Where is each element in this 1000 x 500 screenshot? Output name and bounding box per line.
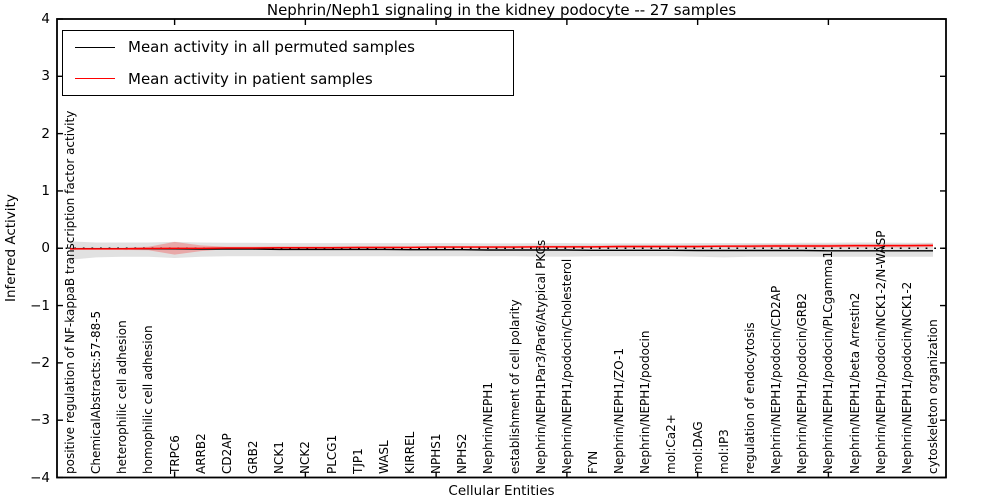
x-category-label: cytoskeleton organization bbox=[926, 319, 940, 474]
legend-entry-patient: Mean activity in patient samples bbox=[63, 64, 513, 94]
patient-range-band bbox=[70, 241, 933, 255]
x-category-label: Nephrin/NEPH1/podocin/NCK1-2 bbox=[899, 281, 914, 474]
x-category-label: Nephrin/NEPH1/ZO-1 bbox=[612, 348, 627, 474]
x-axis-label: Cellular Entities bbox=[448, 483, 555, 499]
legend-entry-permuted: Mean activity in all permuted samples bbox=[63, 32, 513, 62]
x-category-label: mol:Ca2+ bbox=[664, 414, 679, 474]
x-category-label: Nephrin/NEPH1/podocin bbox=[638, 330, 653, 474]
y-tick-label: −3 bbox=[30, 412, 50, 429]
x-category-label: PLCG1 bbox=[324, 434, 339, 474]
y-tick-label: 4 bbox=[41, 11, 50, 27]
legend-label-permuted: Mean activity in all permuted samples bbox=[128, 38, 415, 57]
x-category-label: CD2AP bbox=[219, 433, 234, 474]
x-category-label: TRPC6 bbox=[167, 435, 182, 474]
x-category-label: positive regulation of NF-kappaB transcr… bbox=[63, 110, 77, 474]
permuted-mean-line bbox=[70, 248, 933, 252]
y-tick-label: 1 bbox=[41, 182, 50, 199]
y-tick-label: −4 bbox=[30, 469, 50, 486]
x-category-label: FYN bbox=[586, 450, 601, 474]
y-tick-label: 0 bbox=[41, 240, 50, 257]
x-category-label: Nephrin/NEPH1/podocin/GRB2 bbox=[795, 293, 810, 474]
x-category-label: GRB2 bbox=[246, 440, 261, 474]
y-tick-label: −2 bbox=[30, 354, 50, 371]
x-category-label: Nephrin/NEPH1/podocin/NCK1-2/N-WASP bbox=[873, 230, 888, 474]
x-category-label: Nephrin/NEPH1/podocin/PLCgamma1 bbox=[821, 250, 836, 474]
x-category-label: WASL bbox=[376, 440, 391, 474]
y-tick-label: 2 bbox=[41, 125, 50, 142]
x-category-label: regulation of endocytosis bbox=[742, 322, 757, 474]
patient-mean-line bbox=[70, 244, 934, 250]
x-category-label: Nephrin/NEPH1/podocin/Cholesterol bbox=[559, 258, 574, 474]
x-category-label: Nephrin/NEPH1/beta Arrestin2 bbox=[847, 292, 862, 474]
x-category-label: ChemicalAbstracts:57-88-5 bbox=[89, 310, 104, 474]
chart-title: Nephrin/Neph1 signaling in the kidney po… bbox=[266, 1, 737, 19]
x-category-label: NPHS2 bbox=[455, 433, 470, 475]
x-category-label: homophilic cell adhesion bbox=[141, 325, 156, 474]
x-category-label: NPHS1 bbox=[429, 433, 444, 475]
x-category-label: KIRREL bbox=[402, 431, 417, 474]
x-category-label: TJP1 bbox=[350, 448, 365, 474]
x-category-label: NCK2 bbox=[298, 441, 313, 474]
x-category-label: Nephrin/NEPH1Par3/Par6/Atypical PKCs bbox=[533, 239, 548, 474]
patient-line-swatch bbox=[75, 78, 115, 80]
x-category-label: NCK1 bbox=[272, 441, 287, 474]
x-category-label: mol:IP3 bbox=[716, 429, 731, 474]
legend-label-patient: Mean activity in patient samples bbox=[128, 69, 373, 88]
x-category-label: heterophilic cell adhesion bbox=[115, 320, 130, 474]
x-category-label: mol:DAG bbox=[690, 421, 705, 474]
permuted-line-swatch bbox=[75, 46, 115, 48]
x-category-label: establishment of cell polarity bbox=[507, 299, 522, 474]
x-category-label: Nephrin/NEPH1 bbox=[481, 382, 496, 474]
y-tick-label: 3 bbox=[41, 68, 50, 85]
legend: Mean activity in all permuted samples Me… bbox=[62, 30, 514, 96]
x-category-label: Nephrin/NEPH1/podocin/CD2AP bbox=[769, 285, 784, 474]
y-tick-label: −1 bbox=[30, 297, 50, 314]
x-category-label: ARRB2 bbox=[193, 433, 208, 474]
